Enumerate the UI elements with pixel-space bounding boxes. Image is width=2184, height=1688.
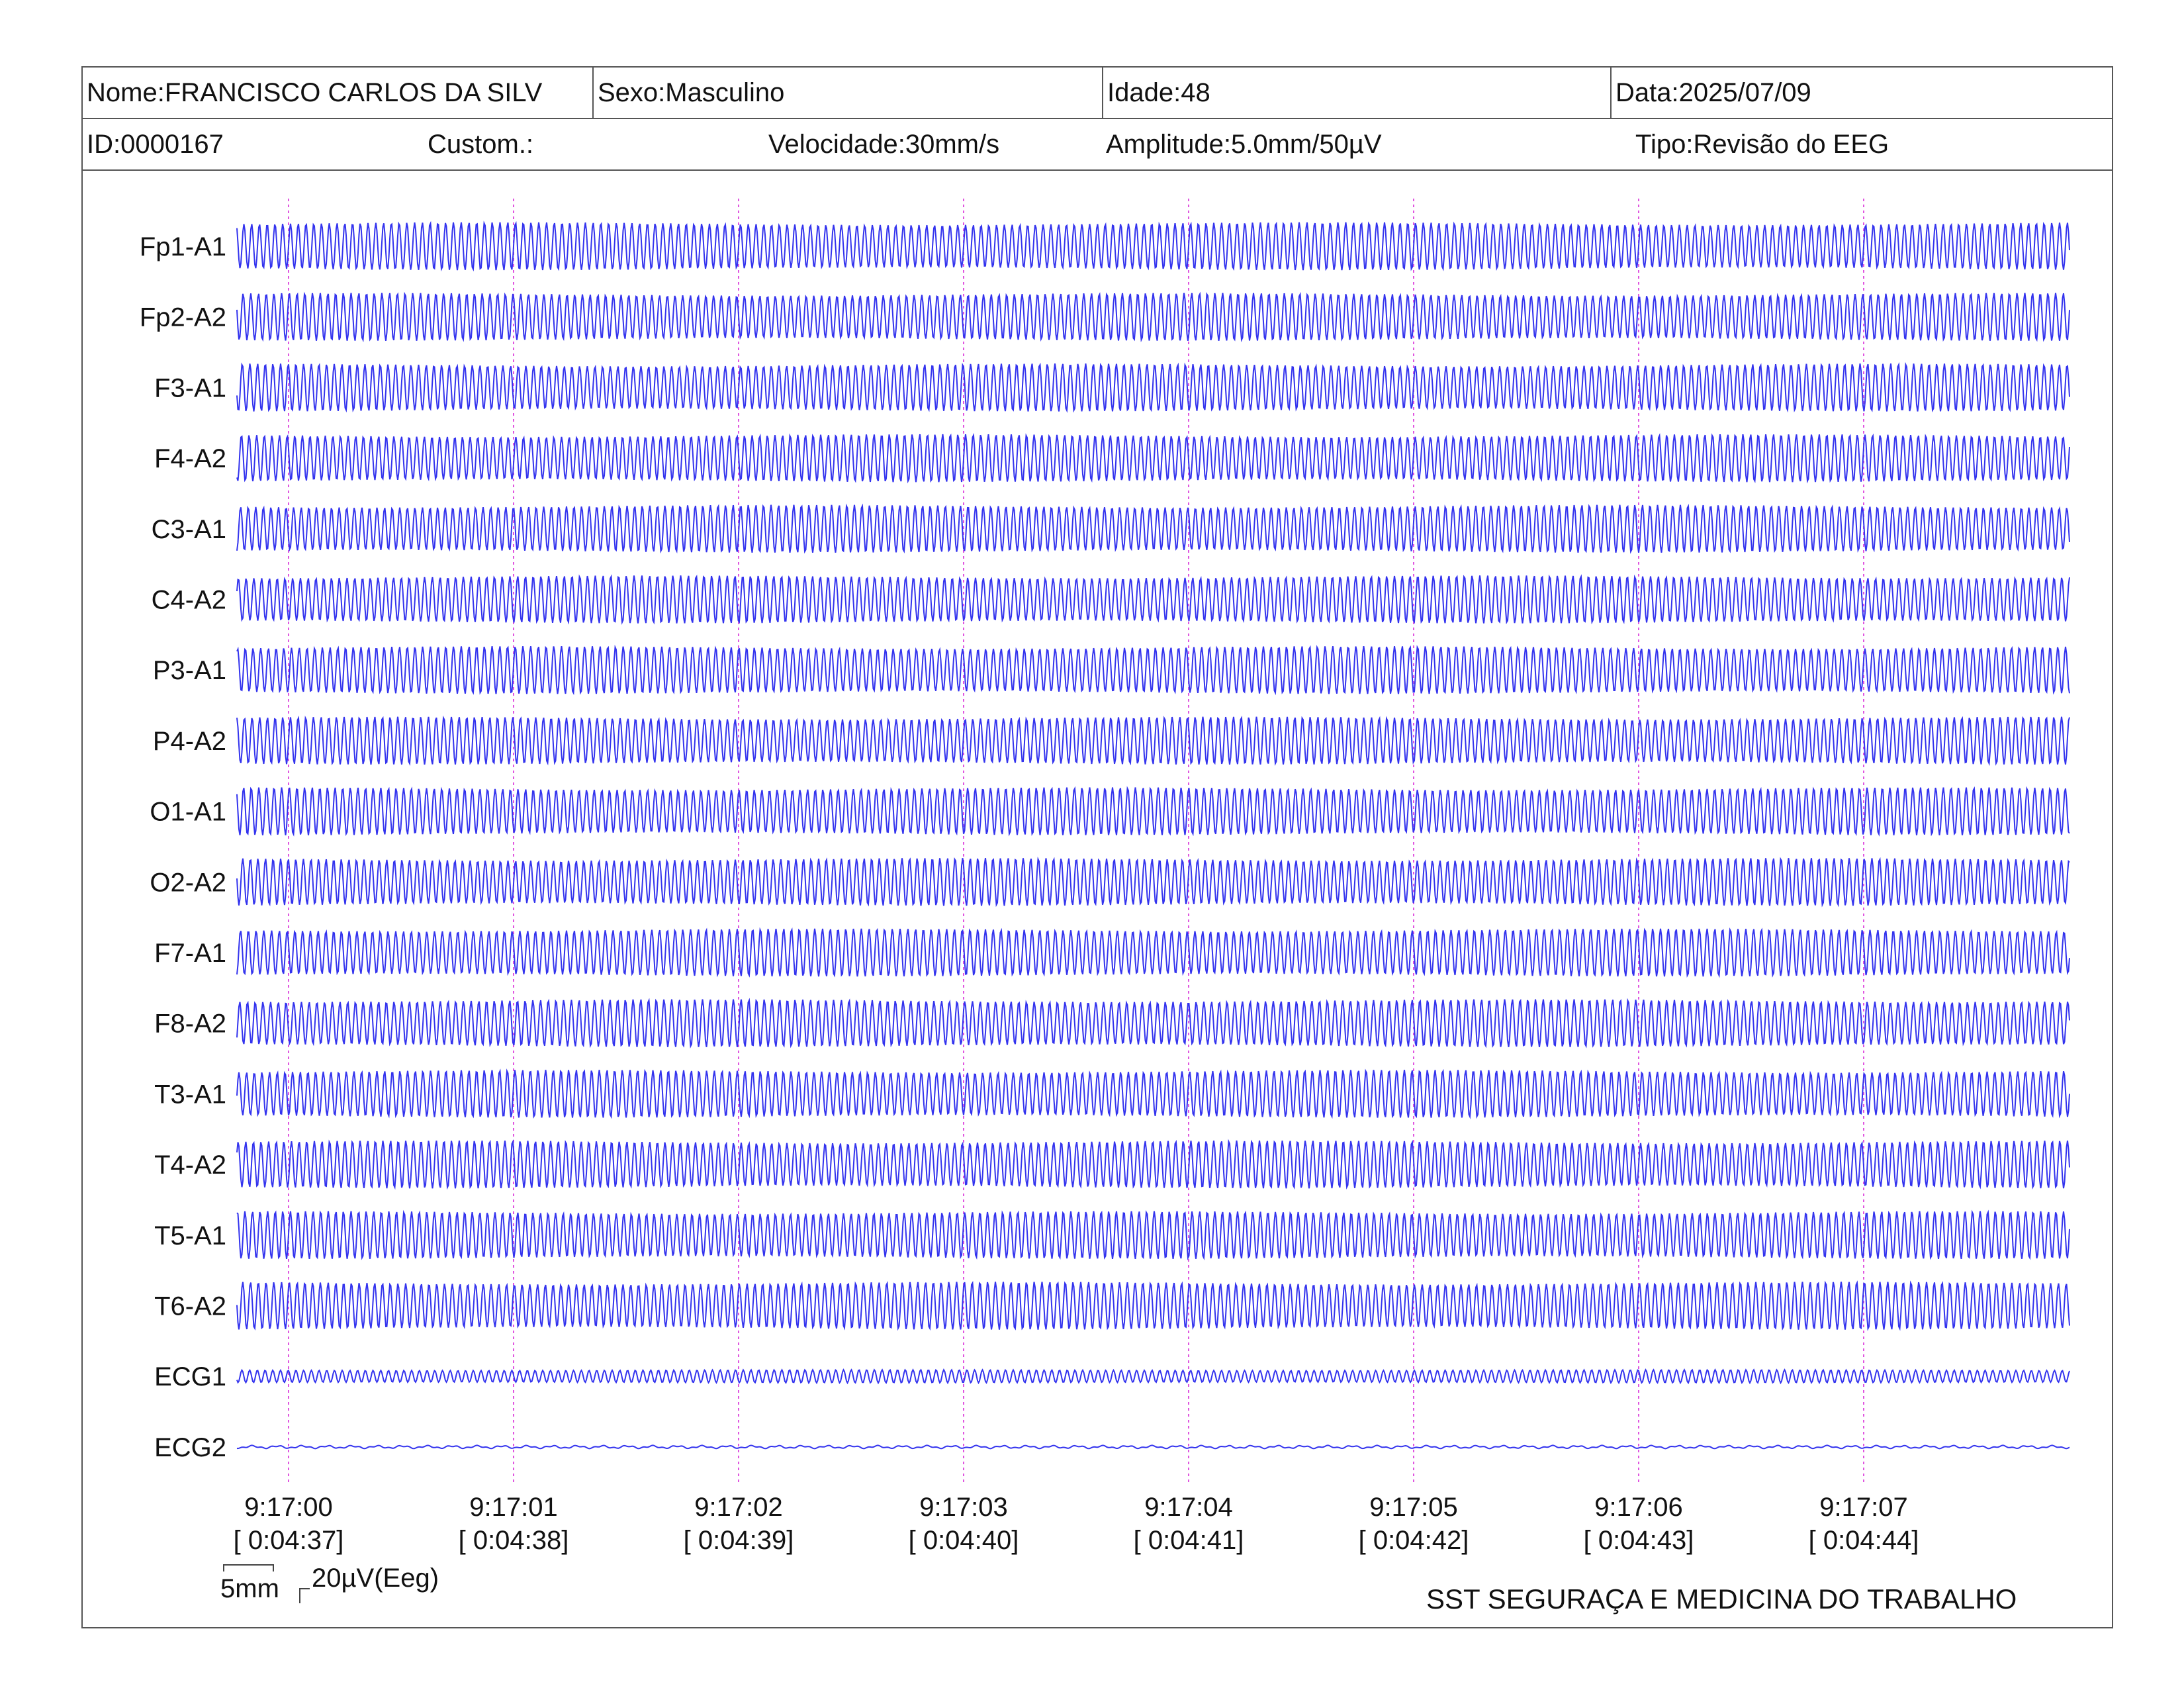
channel-trace [236,1209,2070,1261]
channel-trace [236,503,2070,554]
amplitude-scale-label: 20µV(Eeg) [312,1564,439,1593]
channel-label: C4-A2 [152,586,226,615]
channel-trace [236,291,2070,343]
channel-trace [236,361,2070,413]
channel-label: T3-A1 [154,1080,226,1109]
channel-label: T6-A2 [154,1292,226,1321]
channel-label: Fp1-A1 [140,232,226,261]
channel-label: T5-A1 [154,1221,226,1250]
channel-label: P3-A1 [153,656,226,685]
time-tick-clock: 9:17:01 [469,1493,557,1522]
time-tick-elapsed: [ 0:04:40] [909,1526,1019,1555]
patient-age: Idade:48 [1102,68,1610,118]
calibration-bracket-icon [223,1564,310,1603]
channel-trace [236,1368,2070,1385]
time-tick-clock: 9:17:00 [244,1493,332,1522]
channel-trace [236,857,2070,908]
channel-label: T4-A2 [154,1150,226,1180]
time-scale-label: 5mm [220,1574,279,1603]
patient-name: Nome:FRANCISCO CARLOS DA SILV [87,78,543,107]
time-tick-elapsed: [ 0:04:41] [1134,1526,1244,1555]
channel-label: Fp2-A2 [140,303,226,332]
time-tick-clock: 9:17:06 [1594,1493,1682,1522]
time-tick-elapsed: [ 0:04:37] [234,1526,344,1555]
channel-trace [236,1444,2070,1450]
organization-footer: SST SEGURAÇA E MEDICINA DO TRABALHO [1426,1583,2017,1615]
time-tick-clock: 9:17:03 [919,1493,1007,1522]
header-row-1: Nome:FRANCISCO CARLOS DA SILV Sexo:Mascu… [83,68,2112,119]
channel-label: F7-A1 [154,939,226,968]
channel-label: ECG1 [154,1362,226,1391]
channel-trace [236,1068,2070,1119]
amplitude-setting: Amplitude:5.0mm/50µV [1106,130,1382,159]
channel-label: F3-A1 [154,373,226,402]
time-tick-elapsed: [ 0:04:43] [1584,1526,1694,1555]
report-frame: Nome:FRANCISCO CARLOS DA SILV Sexo:Mascu… [81,66,2113,1628]
time-tick-clock: 9:17:05 [1369,1493,1457,1522]
channel-trace [236,998,2070,1049]
channel-label: C3-A1 [152,515,226,544]
channel-trace [236,220,2070,272]
channel-trace [236,1139,2070,1190]
header-row-2: ID:0000167 Custom.: Velocidade:30mm/s Am… [83,119,2112,171]
channel-label: O1-A1 [150,798,226,827]
channel-label: P4-A2 [153,727,226,756]
channel-trace [236,574,2070,626]
record-type: Tipo:Revisão do EEG [1635,130,1889,159]
channel-label: F4-A2 [154,444,226,473]
time-tick-clock: 9:17:07 [1819,1493,1907,1522]
channel-label: F8-A2 [154,1009,226,1039]
time-tick-clock: 9:17:04 [1144,1493,1232,1522]
time-tick-elapsed: [ 0:04:44] [1809,1526,1919,1555]
channel-trace [236,1280,2070,1331]
paper-speed: Velocidade:30mm/s [768,130,1000,159]
channel-label: O2-A2 [150,868,226,897]
patient-id: ID:0000167 [87,130,224,159]
time-tick-elapsed: [ 0:04:42] [1359,1526,1469,1555]
time-tick-clock: 9:17:02 [694,1493,782,1522]
channel-trace [236,433,2070,484]
custom-field: Custom.: [428,130,534,159]
patient-sex: Sexo:Masculino [592,68,1102,118]
channel-label: ECG2 [154,1433,226,1462]
record-date: Data:2025/07/09 [1610,68,2113,118]
channel-trace [236,927,2070,978]
channel-trace [236,715,2070,767]
channel-trace [236,786,2070,837]
time-tick-elapsed: [ 0:04:39] [684,1526,794,1555]
channel-trace [236,644,2070,696]
time-tick-elapsed: [ 0:04:38] [459,1526,569,1555]
